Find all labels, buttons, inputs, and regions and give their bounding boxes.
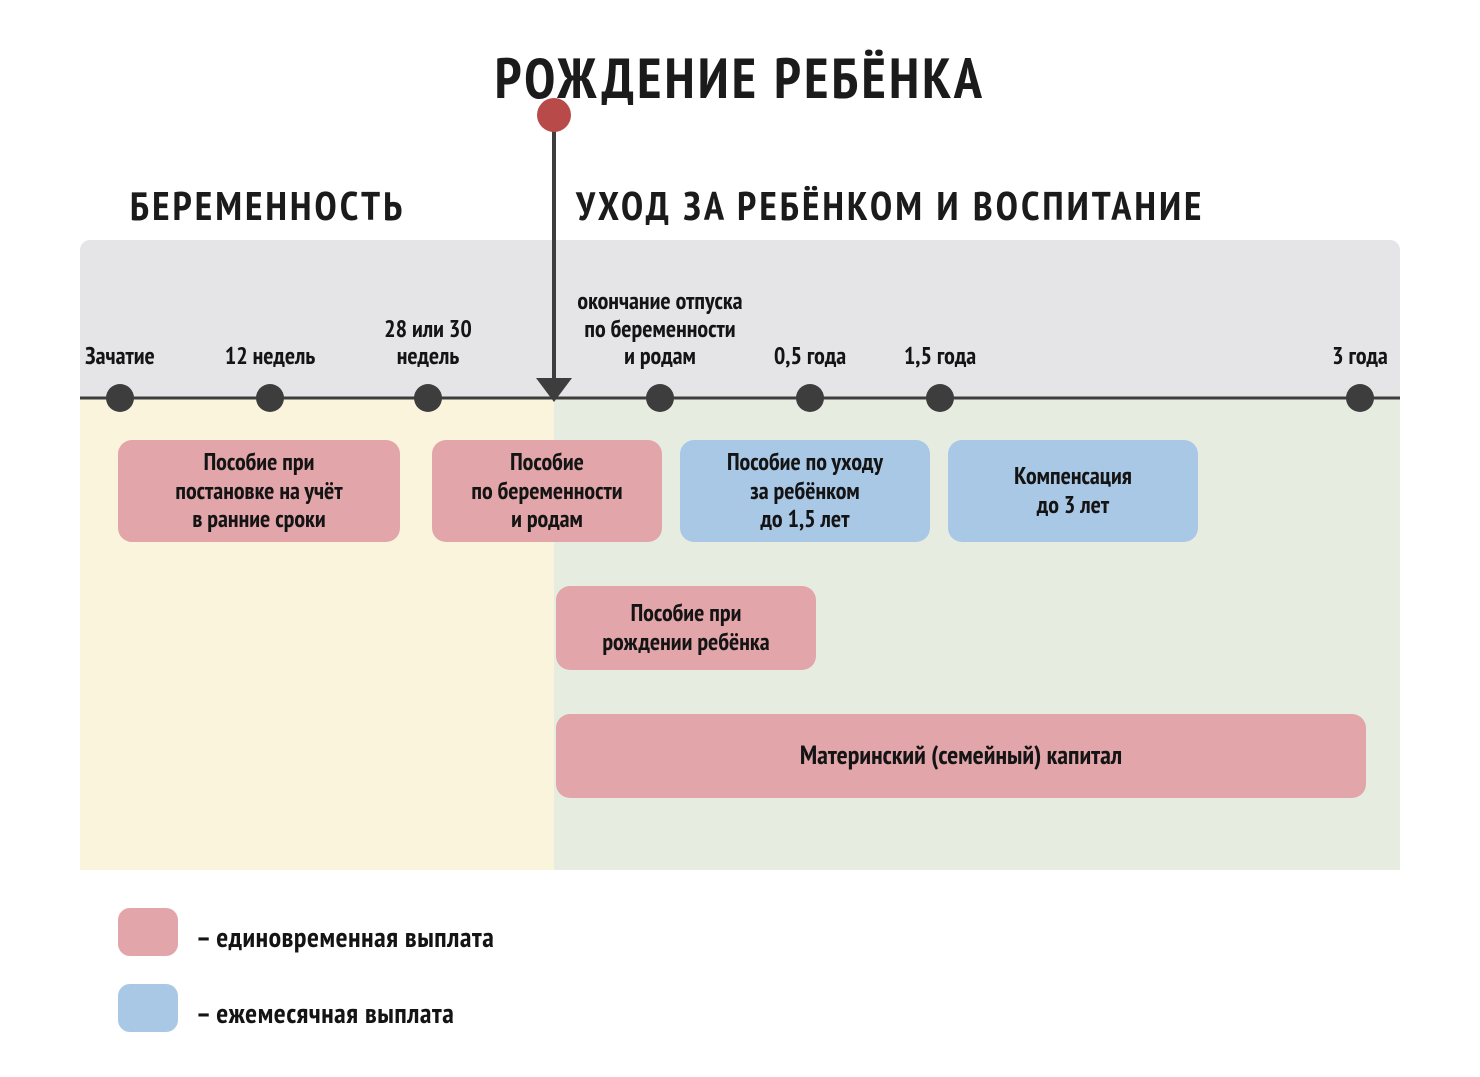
benefit-maternity-allowance: Пособие по беременности и родам: [432, 440, 662, 542]
legend-swatch-onetime: [118, 908, 178, 956]
benefit-birth-allowance: Пособие при рождении ребёнка: [556, 586, 816, 670]
benefit-early-registration: Пособие при постановке на учёт в ранние …: [118, 440, 400, 542]
tick-label: 3 года: [1240, 342, 1480, 370]
legend-label-monthly: – ежемесячная выплата: [196, 994, 454, 1031]
tick-label: 1,5 года: [820, 342, 1060, 370]
stage: РОЖДЕНИЕ РЕБЁНКА БЕРЕМЕННОСТЬ УХОД ЗА РЕ…: [0, 0, 1480, 1077]
legend-swatch-monthly: [118, 984, 178, 1032]
benefit-maternity-capital: Материнский (семейный) капитал: [556, 714, 1366, 798]
legend-label-onetime: – единовременная выплата: [196, 918, 494, 955]
tick-label: 28 или 30 недель: [308, 315, 548, 370]
benefit-compensation-3: Компенсация до 3 лет: [948, 440, 1198, 542]
benefit-childcare-1-5: Пособие по уходу за ребёнком до 1,5 лет: [680, 440, 930, 542]
